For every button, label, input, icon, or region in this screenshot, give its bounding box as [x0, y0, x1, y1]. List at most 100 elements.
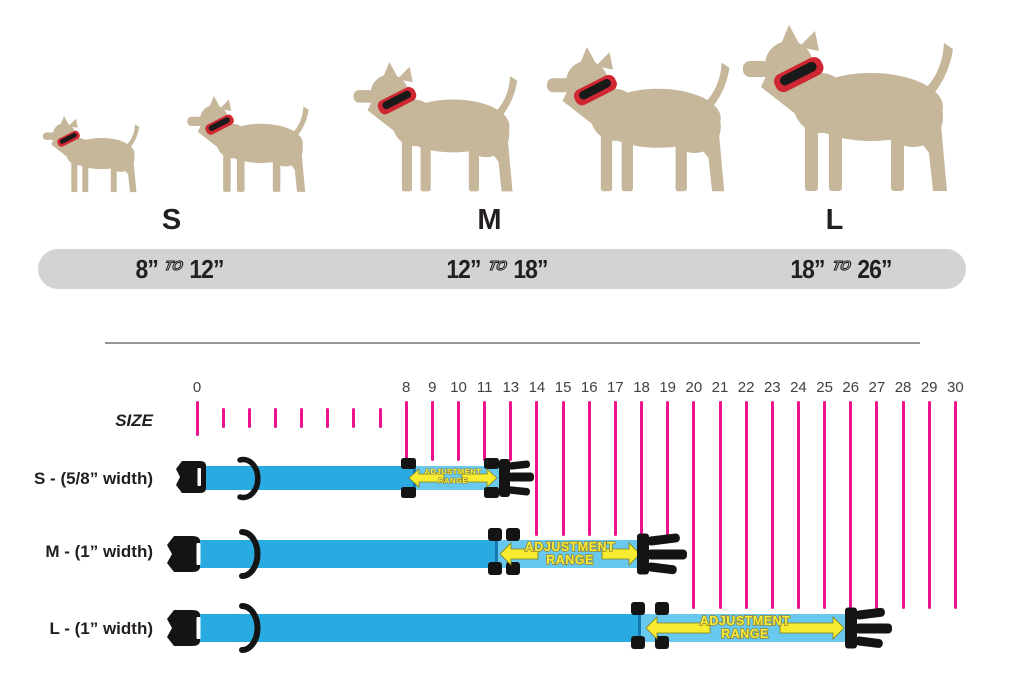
ruler-tick — [875, 401, 879, 609]
adjust-label-l-2: RANGE — [721, 627, 769, 641]
slider-l — [631, 602, 669, 649]
buckle-female-l — [167, 610, 200, 646]
ruler-tick — [509, 401, 513, 461]
adjust-arrow-right-m — [601, 542, 641, 566]
ruler-tick — [901, 401, 905, 609]
slider-s — [401, 458, 499, 498]
ruler-tick-label: 0 — [192, 379, 202, 396]
collar-s: ADJUSTMENT RANGE — [176, 456, 534, 501]
ruler-tick — [247, 408, 251, 428]
section-divider — [105, 342, 920, 344]
ruler-tick-label: 8 — [402, 379, 411, 396]
range-s: 8” TO 12” — [30, 249, 330, 289]
ruler-tick — [430, 401, 434, 461]
buckle-female-s — [176, 461, 206, 493]
ruler-tick-label: 19 — [659, 379, 677, 396]
size-range-bar: 8” TO 12” 12” TO 18” 18” TO 26” — [38, 249, 966, 289]
adjust-label-m-1: ADJUSTMENT — [525, 540, 615, 554]
ruler-tick-label: 15 — [554, 379, 572, 396]
size-axis-label: SIZE — [115, 411, 153, 430]
ruler-tick — [378, 408, 382, 428]
d-ring-m — [239, 529, 261, 579]
ruler-tick — [927, 401, 931, 609]
ruler-tick — [796, 401, 800, 609]
buckle-male-s — [499, 459, 534, 497]
adjust-arrow-left-m — [499, 542, 539, 566]
d-ring-l — [239, 603, 261, 653]
ruler-tick — [535, 401, 539, 536]
ruler-tick-label: 24 — [790, 379, 807, 396]
size-letter-l: L — [825, 204, 845, 236]
range-m-max: 18” — [513, 253, 548, 284]
adjust-arrow-left-s — [408, 468, 445, 488]
ruler-tick — [195, 401, 199, 436]
ruler-tick — [352, 408, 356, 428]
adjust-arrow-right-s — [461, 468, 498, 488]
ruler-tick — [326, 408, 330, 428]
ruler-tick-label: 21 — [711, 379, 729, 396]
range-l: 18” TO 26” — [691, 249, 991, 289]
ruler-tick — [483, 401, 487, 461]
ruler-tick — [823, 401, 827, 609]
size-letter-m: M — [477, 204, 503, 236]
collar-m: ADJUSTMENT RANGE — [167, 528, 687, 579]
slider-m — [488, 528, 520, 575]
ruler-tick — [300, 408, 304, 428]
buckle-female-m — [167, 536, 200, 572]
ruler-tick-label: 29 — [920, 379, 938, 396]
range-s-min: 8” — [135, 253, 158, 284]
ruler-tick — [640, 401, 644, 536]
collar-label-s: S - (5/8” width) — [34, 469, 153, 488]
ruler-tick — [273, 408, 277, 428]
ruler-tick — [587, 401, 591, 536]
adjust-arrow-right-l — [779, 616, 845, 640]
ruler-tick-label: 17 — [607, 379, 624, 396]
ruler-tick-label: 10 — [450, 379, 467, 396]
size-letter-s: S — [161, 204, 183, 236]
ruler-tick-label: 30 — [947, 379, 964, 396]
range-m-min: 12” — [446, 253, 481, 284]
ruler-tick-label: 25 — [816, 379, 833, 396]
ruler-tick-label: 16 — [580, 379, 598, 396]
ruler-tick-label: 22 — [737, 379, 755, 396]
ruler-tick — [718, 401, 722, 609]
adjust-label-m-2: RANGE — [546, 553, 594, 567]
ruler-tick-label: 20 — [685, 379, 703, 396]
adjust-label-l-1: ADJUSTMENT — [700, 614, 790, 628]
collar-label-l: L - (1” width) — [49, 619, 153, 638]
ruler-tick — [221, 408, 225, 428]
ruler-tick-label: 26 — [842, 379, 860, 396]
ruler-tick — [744, 401, 748, 609]
ruler-tick — [666, 401, 670, 536]
ruler-tick — [849, 401, 853, 609]
ruler-tick-label: 27 — [868, 379, 886, 396]
adjust-label-s-2: RANGE — [438, 476, 468, 485]
buckle-male-m — [637, 533, 687, 575]
ruler-tick-label: 18 — [633, 379, 650, 396]
ruler-tick — [561, 401, 565, 536]
ruler-tick — [770, 401, 774, 609]
d-ring-s — [237, 456, 261, 501]
ruler-tick-label: 28 — [894, 379, 912, 396]
collar-l: ADJUSTMENT RANGE — [167, 602, 892, 653]
ruler-tick — [953, 401, 957, 609]
ruler-tick-label: 23 — [763, 379, 781, 396]
ruler-tick-label: 9 — [428, 379, 437, 396]
range-l-min: 18” — [790, 253, 825, 284]
ruler-tick-label: 14 — [528, 379, 546, 396]
buckle-male-l — [845, 607, 892, 649]
collar-label-m: M - (1” width) — [45, 542, 153, 561]
ruler-tick-label: 13 — [502, 379, 520, 396]
ruler-tick-label: 11 — [476, 379, 493, 396]
adjust-label-s-1: ADJUSTMENT — [425, 467, 482, 476]
ruler-tick — [404, 401, 408, 461]
range-m: 12” TO 18” — [347, 249, 647, 289]
adjust-arrow-left-l — [645, 616, 711, 640]
range-l-max: 26” — [857, 253, 892, 284]
range-s-max: 12” — [189, 253, 225, 284]
ruler-tick — [457, 401, 460, 461]
ruler-tick — [692, 401, 696, 609]
ruler-tick — [613, 401, 617, 536]
